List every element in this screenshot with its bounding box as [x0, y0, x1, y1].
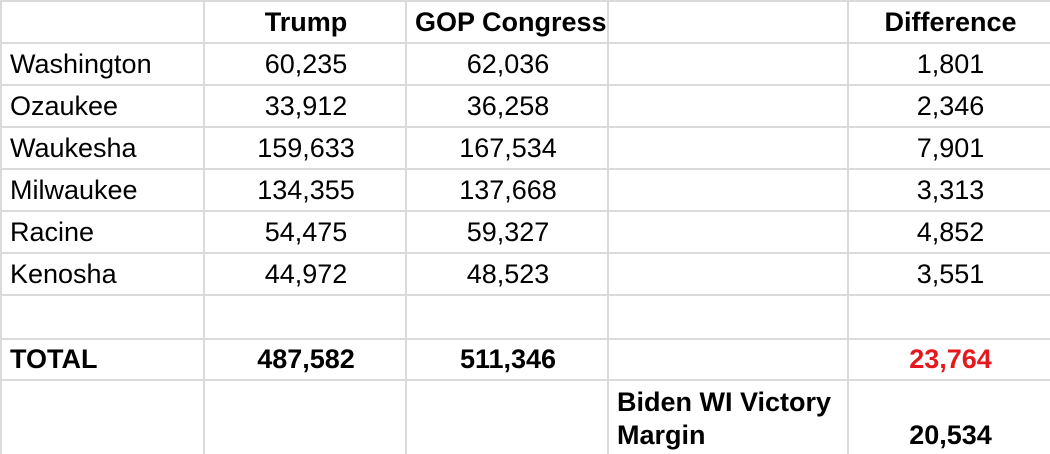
header-blank-cell[interactable] — [0, 0, 205, 44]
difference-cell[interactable]: 3,313 — [847, 168, 1050, 212]
county-name-cell[interactable]: Ozaukee — [0, 84, 205, 128]
county-name-cell[interactable]: Kenosha — [0, 252, 205, 296]
county-row-kenosha: Kenosha 44,972 48,523 3,551 — [0, 252, 1050, 296]
spacer-cell[interactable] — [607, 84, 849, 128]
difference-cell[interactable]: 3,551 — [847, 252, 1050, 296]
gop-congress-votes-cell[interactable]: 59,327 — [405, 210, 609, 254]
county-row-waukesha: Waukesha 159,633 167,534 7,901 — [0, 126, 1050, 170]
county-row-washington: Washington 60,235 62,036 1,801 — [0, 42, 1050, 86]
biden-margin-row: Biden WI Victory Margin 20,534 — [0, 379, 1050, 454]
total-spacer-cell[interactable] — [607, 338, 849, 381]
total-row: TOTAL 487,582 511,346 23,764 — [0, 338, 1050, 381]
footer-blank-cell[interactable] — [203, 379, 407, 454]
empty-cell[interactable] — [607, 294, 849, 340]
trump-votes-cell[interactable]: 159,633 — [203, 126, 407, 170]
total-label-cell[interactable]: TOTAL — [0, 338, 205, 381]
trump-votes-cell[interactable]: 44,972 — [203, 252, 407, 296]
difference-cell[interactable]: 4,852 — [847, 210, 1050, 254]
total-difference-cell[interactable]: 23,764 — [847, 338, 1050, 381]
header-row: Trump GOP Congress Difference — [0, 0, 1050, 44]
spacer-cell[interactable] — [607, 252, 849, 296]
empty-cell[interactable] — [405, 294, 609, 340]
header-gop-congress-cell[interactable]: GOP Congress — [405, 0, 609, 44]
county-name-cell[interactable]: Milwaukee — [0, 168, 205, 212]
header-trump-cell[interactable]: Trump — [203, 0, 407, 44]
biden-margin-label-cell[interactable]: Biden WI Victory Margin — [607, 379, 849, 454]
header-spacer-cell[interactable] — [607, 0, 849, 44]
spacer-cell[interactable] — [607, 126, 849, 170]
difference-cell[interactable]: 2,346 — [847, 84, 1050, 128]
spacer-cell[interactable] — [607, 42, 849, 86]
spacer-cell[interactable] — [607, 210, 849, 254]
trump-votes-cell[interactable]: 33,912 — [203, 84, 407, 128]
trump-votes-cell[interactable]: 134,355 — [203, 168, 407, 212]
biden-margin-value-cell[interactable]: 20,534 — [847, 379, 1050, 454]
county-row-racine: Racine 54,475 59,327 4,852 — [0, 210, 1050, 254]
county-name-cell[interactable]: Racine — [0, 210, 205, 254]
empty-cell[interactable] — [203, 294, 407, 340]
empty-cell[interactable] — [847, 294, 1050, 340]
county-row-ozaukee: Ozaukee 33,912 36,258 2,346 — [0, 84, 1050, 128]
county-row-milwaukee: Milwaukee 134,355 137,668 3,313 — [0, 168, 1050, 212]
county-name-cell[interactable]: Washington — [0, 42, 205, 86]
header-difference-cell[interactable]: Difference — [847, 0, 1050, 44]
gop-congress-votes-cell[interactable]: 48,523 — [405, 252, 609, 296]
footer-blank-cell[interactable] — [0, 379, 205, 454]
gop-congress-votes-cell[interactable]: 167,534 — [405, 126, 609, 170]
trump-votes-cell[interactable]: 54,475 — [203, 210, 407, 254]
footer-blank-cell[interactable] — [405, 379, 609, 454]
empty-row — [0, 294, 1050, 340]
gop-congress-votes-cell[interactable]: 62,036 — [405, 42, 609, 86]
gop-congress-votes-cell[interactable]: 137,668 — [405, 168, 609, 212]
total-gop-congress-cell[interactable]: 511,346 — [405, 338, 609, 381]
county-name-cell[interactable]: Waukesha — [0, 126, 205, 170]
difference-cell[interactable]: 1,801 — [847, 42, 1050, 86]
trump-votes-cell[interactable]: 60,235 — [203, 42, 407, 86]
empty-cell[interactable] — [0, 294, 205, 340]
gop-congress-votes-cell[interactable]: 36,258 — [405, 84, 609, 128]
total-trump-cell[interactable]: 487,582 — [203, 338, 407, 381]
spacer-cell[interactable] — [607, 168, 849, 212]
difference-cell[interactable]: 7,901 — [847, 126, 1050, 170]
